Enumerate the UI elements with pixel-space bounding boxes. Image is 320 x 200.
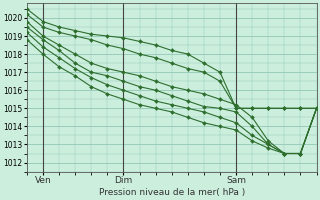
X-axis label: Pression niveau de la mer( hPa ): Pression niveau de la mer( hPa ): [99, 188, 245, 197]
